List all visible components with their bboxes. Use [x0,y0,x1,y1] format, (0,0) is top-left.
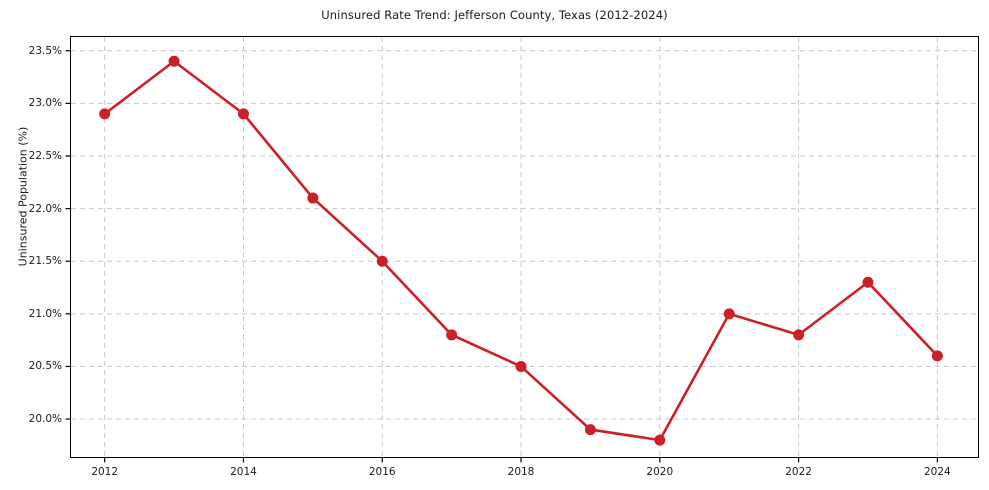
y-axis-tick-label: 23.0% [28,97,62,110]
x-axis-tick-label: 2022 [785,466,812,478]
x-axis-tick-label: 2024 [923,466,951,478]
y-axis-tick-label: 22.5% [28,149,62,162]
x-axis-tick-label: 2020 [646,466,674,478]
y-axis-tick-label: 23.5% [28,44,62,57]
x-axis-tick-label: 2014 [230,466,257,478]
y-axis-tick-label: 20.0% [28,413,62,426]
chart-title: Uninsured Rate Trend: Jefferson County, … [321,8,668,22]
y-axis-tick-labels: 20.0% 20.5% 21.0% 21.5% 22.0% 22.5% 23.0% 23.5% [0,0,62,490]
y-axis-tick-label: 20.5% [28,360,62,373]
x-axis-tick-label: 2016 [368,466,396,478]
y-axis-tick-label: 22.0% [28,202,62,215]
x-axis-tick-label: 2012 [91,466,119,478]
y-axis-tick-label: 21.5% [28,255,62,268]
y-axis-tick-label: 21.0% [28,307,62,320]
x-axis-tick-label: 2018 [507,466,535,478]
